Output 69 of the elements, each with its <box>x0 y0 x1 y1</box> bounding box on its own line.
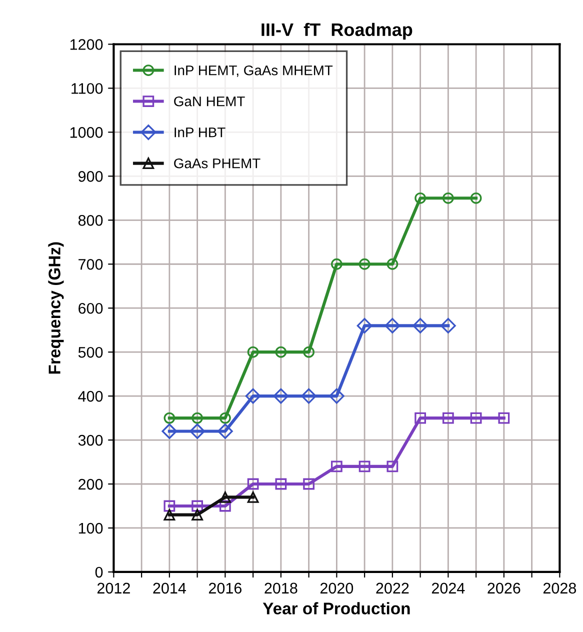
point <box>470 412 482 424</box>
point <box>358 460 370 472</box>
point <box>275 346 287 358</box>
point <box>356 318 372 334</box>
point <box>303 478 315 490</box>
point <box>190 424 206 439</box>
legend-label: InP HBT <box>174 128 226 138</box>
point <box>384 318 400 334</box>
point <box>164 500 176 512</box>
point <box>440 318 456 334</box>
point <box>192 412 204 424</box>
chart-title: III-V fT Roadmap <box>262 22 412 40</box>
x-tick-label: 2020 <box>320 582 354 594</box>
y-tick-label: 800 <box>78 215 103 226</box>
point <box>164 509 176 520</box>
x-tick-label: 2028 <box>543 582 576 594</box>
x-axis-title: Year of Production <box>262 602 410 614</box>
y-tick-label: 900 <box>78 171 103 182</box>
y-axis-title: Frequency (GHz) <box>48 242 64 374</box>
legend-label: GaAs PHEMT <box>174 158 260 168</box>
point <box>414 192 426 204</box>
point <box>247 346 259 358</box>
x-tick-label: 2026 <box>488 582 520 594</box>
y-tick-label: 700 <box>78 258 103 270</box>
y-tick-label: 300 <box>78 434 103 446</box>
y-tick-label: 100 <box>78 522 103 534</box>
y-tick-label: 1200 <box>70 39 103 50</box>
y-tick-label: 1000 <box>70 127 103 138</box>
point <box>386 258 398 270</box>
point <box>219 412 231 424</box>
point <box>498 412 510 424</box>
point <box>330 460 342 472</box>
point <box>412 318 428 334</box>
point <box>442 412 454 424</box>
y-tick-label: 600 <box>78 302 103 314</box>
x-tick-label: 2014 <box>153 582 186 594</box>
point <box>192 509 204 520</box>
point <box>275 478 287 490</box>
x-tick-label: 2016 <box>208 582 242 594</box>
point <box>245 388 261 404</box>
point <box>470 192 482 204</box>
point <box>217 424 233 439</box>
point <box>414 412 426 424</box>
y-tick-label: 500 <box>78 346 103 358</box>
legend-label: InP HEMT, GaAs MHEMT <box>174 65 333 77</box>
legend-label: GaN HEMT <box>174 96 245 106</box>
point <box>219 492 231 503</box>
y-tick-label: 200 <box>78 478 103 490</box>
point <box>330 258 342 270</box>
y-tick-label: 400 <box>78 390 103 402</box>
x-tick-label: 2022 <box>376 582 409 594</box>
point <box>358 258 370 270</box>
point <box>192 500 204 512</box>
x-tick-label: 2012 <box>97 582 130 594</box>
point <box>328 388 344 404</box>
point <box>247 478 259 490</box>
point <box>301 388 317 404</box>
x-tick-label: 2024 <box>432 582 465 594</box>
point <box>386 460 398 472</box>
point <box>164 412 176 424</box>
point <box>162 424 178 439</box>
point <box>273 388 289 404</box>
point <box>219 500 231 512</box>
point <box>303 346 315 358</box>
point <box>247 492 259 503</box>
x-tick-label: 2018 <box>264 582 298 594</box>
y-tick-label: 0 <box>95 566 103 578</box>
y-tick-label: 1100 <box>72 83 103 94</box>
point <box>442 192 454 204</box>
